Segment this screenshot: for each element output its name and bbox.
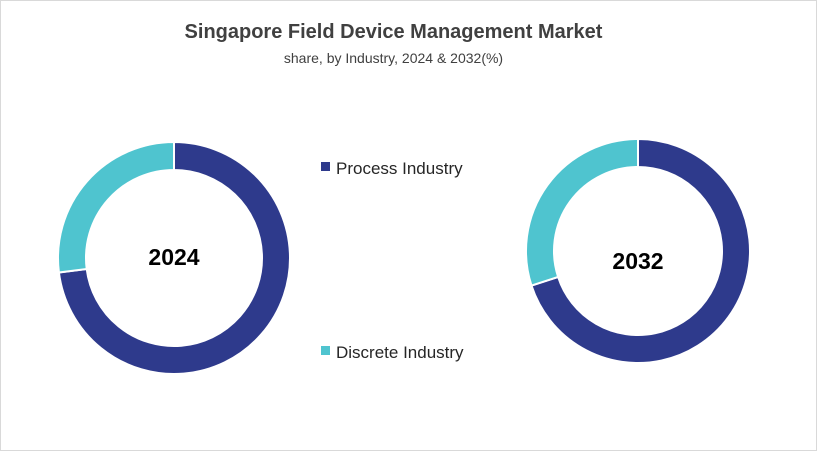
chart-subtitle: share, by Industry, 2024 & 2032(%)	[283, 50, 504, 66]
legend-label-discrete-industry: Discrete Industry	[336, 343, 464, 362]
donut-2032: 2032	[525, 137, 751, 364]
donut-center-label-2024: 2024	[148, 244, 199, 270]
slice-2024-discrete-industry	[57, 140, 175, 274]
legend-swatch-discrete-industry	[321, 346, 330, 355]
legend-item-discrete-industry: Discrete Industry	[321, 343, 464, 362]
legend-item-process-industry: Process Industry	[321, 159, 463, 178]
donut-2024: 2024	[57, 140, 291, 375]
legend: Process Industry Discrete Industry	[321, 159, 464, 362]
slice-2032-discrete-industry	[525, 137, 639, 287]
slice-2024-process-industry	[57, 140, 291, 375]
legend-label-process-industry: Process Industry	[336, 159, 463, 178]
slice-2032-process-industry	[530, 137, 751, 364]
donut-center-label-2032: 2032	[612, 248, 663, 274]
chart-title: Singapore Field Device Management Market	[184, 21, 603, 43]
legend-swatch-process-industry	[321, 162, 330, 171]
